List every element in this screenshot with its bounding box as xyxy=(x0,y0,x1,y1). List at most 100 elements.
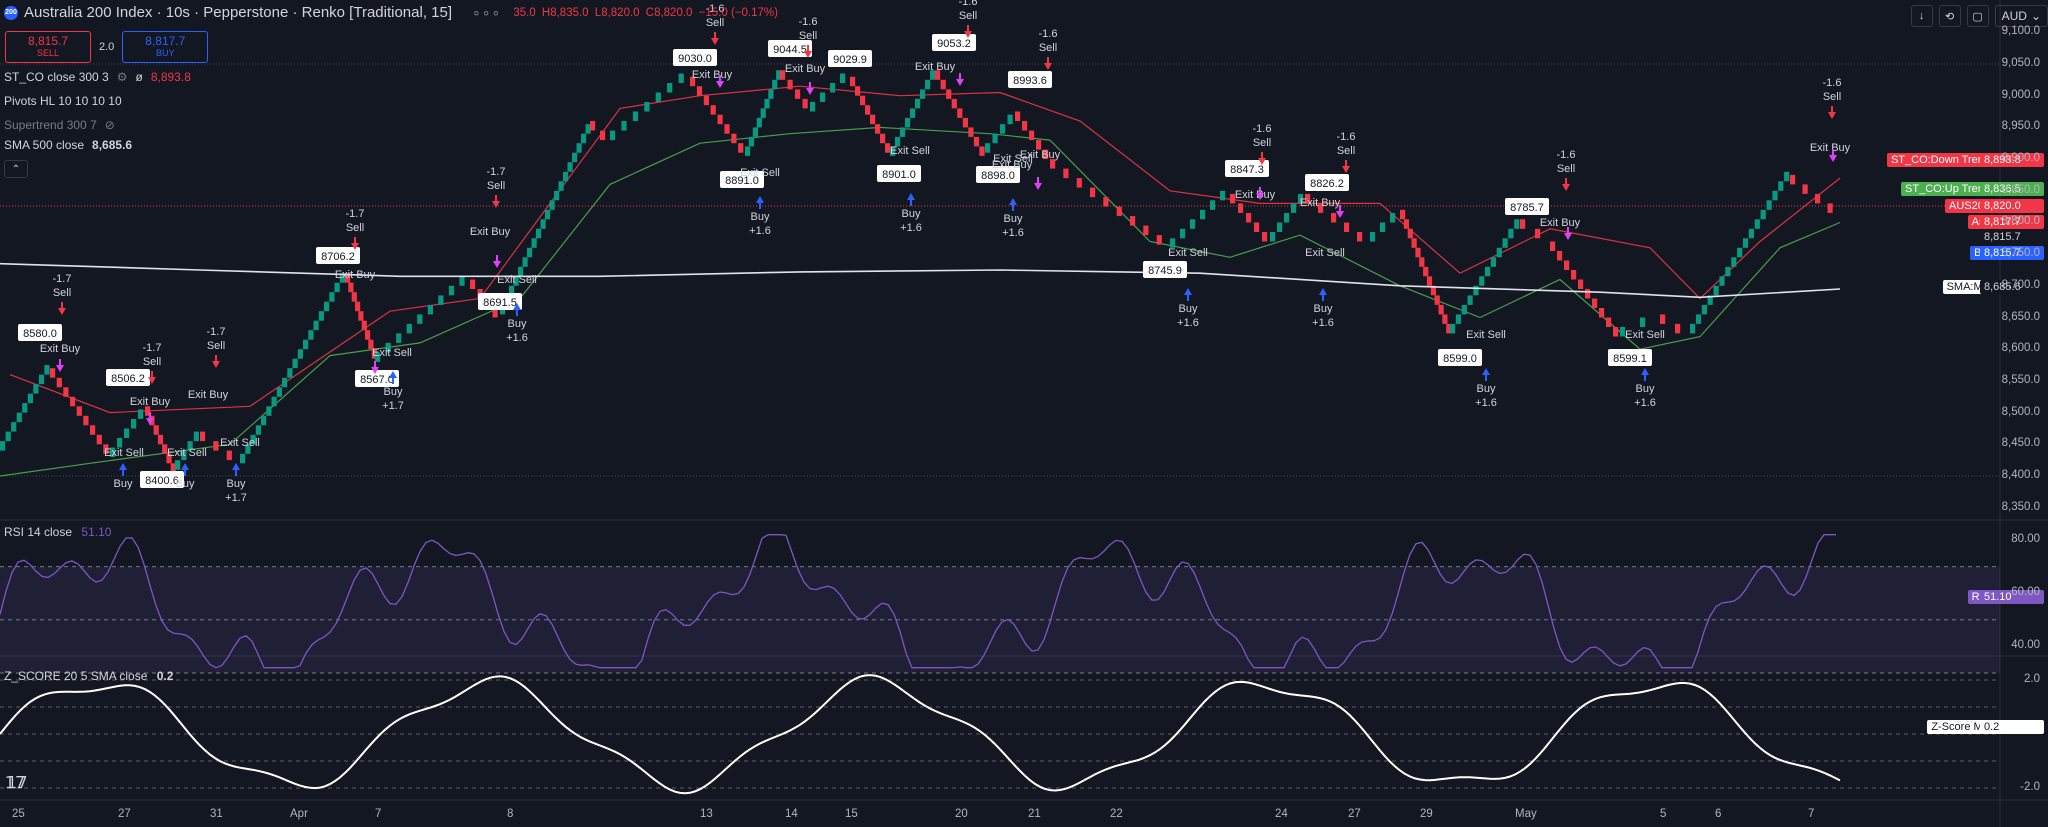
sell-price: 8,815.7 xyxy=(27,34,69,49)
renko-brick xyxy=(1742,238,1749,248)
renko-brick xyxy=(33,384,39,394)
renko-brick xyxy=(492,308,498,318)
renko-brick xyxy=(780,70,786,80)
sell-arrow-icon xyxy=(1044,57,1052,70)
zscore-line xyxy=(0,674,1841,795)
renko-brick xyxy=(240,453,246,464)
renko-brick xyxy=(334,282,340,293)
signal-text: Exit Sell xyxy=(497,274,537,286)
renko-brick xyxy=(724,124,730,134)
rsi-title[interactable]: RSI 14 close 51.10 xyxy=(4,525,111,539)
zscore-title[interactable]: Z_SCORE 20 5 SMA close 0.2 xyxy=(4,669,173,683)
sell-arrow-icon xyxy=(493,255,501,268)
renko-brick xyxy=(417,314,423,324)
renko-brick xyxy=(1318,203,1324,213)
renko-brick xyxy=(11,422,17,432)
more-dots-icon[interactable]: ∘∘∘ xyxy=(472,4,502,20)
renko-brick xyxy=(1640,317,1646,327)
renko-brick xyxy=(1827,203,1833,213)
signal-text: Buy xyxy=(384,386,403,398)
buy-button[interactable]: 8,817.7 BUY xyxy=(122,31,209,63)
svg-text:8599.1: 8599.1 xyxy=(1613,353,1647,365)
ohlc-high: H8,835.0 xyxy=(541,6,589,19)
renko-brick xyxy=(1535,228,1541,239)
symbol-title[interactable]: Australia 200 Index · 10s · Pepperstone … xyxy=(24,4,453,21)
signal-text: -1.6 xyxy=(1253,123,1272,135)
time-axis-label: 7 xyxy=(375,808,382,820)
hidden-eye-icon[interactable]: ⊘ xyxy=(104,118,115,132)
price-axis-label: 8,750.0 xyxy=(2001,247,2040,260)
renko-brick xyxy=(1007,114,1013,125)
price-axis-label: 8,600.0 xyxy=(2001,342,2040,355)
buy-arrow-icon xyxy=(389,371,397,384)
signal-text: Exit Buy xyxy=(40,343,81,355)
st-co-value: 8,893.8 xyxy=(150,70,191,84)
collapse-legend-icon[interactable]: ⌃ xyxy=(4,160,28,178)
signal-text: -1.6 xyxy=(959,0,978,8)
signal-text: -1.7 xyxy=(143,342,162,354)
renko-brick xyxy=(438,295,444,305)
renko-brick xyxy=(522,257,528,267)
settings-icon[interactable]: ⚙ xyxy=(116,70,128,84)
fullscreen-icon[interactable]: ▢ xyxy=(1966,5,1989,27)
sell-button[interactable]: 8,815.7 SELL xyxy=(5,31,91,63)
refresh-icon[interactable]: ⟲ xyxy=(1938,5,1961,27)
renko-brick xyxy=(738,143,744,153)
renko-brick xyxy=(1403,219,1409,229)
renko-brick xyxy=(696,86,703,96)
signal-text: Sell xyxy=(143,356,161,368)
bid-value-tag: 8,815.7 xyxy=(1980,246,2044,260)
sell-arrow-icon xyxy=(1258,152,1266,165)
price-axis-label: 8,550.0 xyxy=(2001,373,2040,386)
renko-brick xyxy=(110,447,116,457)
sell-arrow-icon xyxy=(371,361,379,374)
signal-text: -1.7 xyxy=(207,326,226,338)
renko-brick xyxy=(226,450,232,461)
renko-brick xyxy=(181,450,187,461)
renko-brick xyxy=(365,330,371,340)
renko-brick xyxy=(22,403,28,413)
svg-text:8706.2: 8706.2 xyxy=(321,251,355,263)
renko-brick xyxy=(1599,308,1605,318)
renko-brick xyxy=(56,377,62,388)
indicator-st-co[interactable]: ST_CO close 300 3 ⚙ ø 8,893.8 xyxy=(4,70,191,84)
signal-text: Exit Sell xyxy=(1466,329,1506,341)
pivot-label: 8993.6 xyxy=(1008,71,1052,88)
renko-brick xyxy=(690,76,696,87)
renko-brick xyxy=(448,285,455,296)
renko-brick xyxy=(1180,228,1186,239)
indicator-supertrend[interactable]: Supertrend 300 7 ⊘ xyxy=(4,118,115,132)
renko-brick xyxy=(355,301,361,312)
renko-brick xyxy=(1143,225,1149,236)
time-axis-label: 21 xyxy=(1028,808,1041,820)
tradingview-logo-icon[interactable]: 𝟙𝟟 xyxy=(6,775,27,792)
renko-brick xyxy=(1461,304,1467,315)
renko-brick xyxy=(973,136,980,147)
svg-text:9053.2: 9053.2 xyxy=(937,38,971,50)
pivot-label: 9030.0 xyxy=(673,49,717,66)
renko-brick xyxy=(345,273,351,283)
renko-brick xyxy=(1254,222,1260,232)
svg-text:8785.7: 8785.7 xyxy=(1510,202,1544,214)
renko-brick xyxy=(772,79,778,90)
currency-select[interactable]: AUD ⌄ xyxy=(1994,5,2048,27)
indicator-sma[interactable]: SMA 500 close 8,685.6 xyxy=(4,138,132,152)
buy-arrow-icon xyxy=(1482,368,1490,381)
renko-brick xyxy=(900,127,906,137)
renko-brick xyxy=(1344,222,1350,232)
renko-brick xyxy=(200,431,206,442)
pivot-label: 8599.1 xyxy=(1608,349,1652,366)
ohlc-values: 35.0 H8,835.0 L8,820.0 C8,820.0 −15.0 (−… xyxy=(513,7,781,19)
spread-value: 2.0 xyxy=(99,41,115,53)
time-axis-label: 27 xyxy=(1348,808,1361,820)
download-icon[interactable]: ↓ xyxy=(1910,5,1933,27)
pivot-label: 8400.6 xyxy=(140,471,184,488)
rsi-axis-label: 80.00 xyxy=(2011,533,2040,545)
renko-brick xyxy=(962,117,968,128)
renko-brick xyxy=(375,352,381,362)
signal-text: Exit Buy xyxy=(188,389,229,401)
renko-brick xyxy=(768,89,774,99)
indicator-pivots[interactable]: Pivots HL 10 10 10 10 xyxy=(4,94,122,108)
